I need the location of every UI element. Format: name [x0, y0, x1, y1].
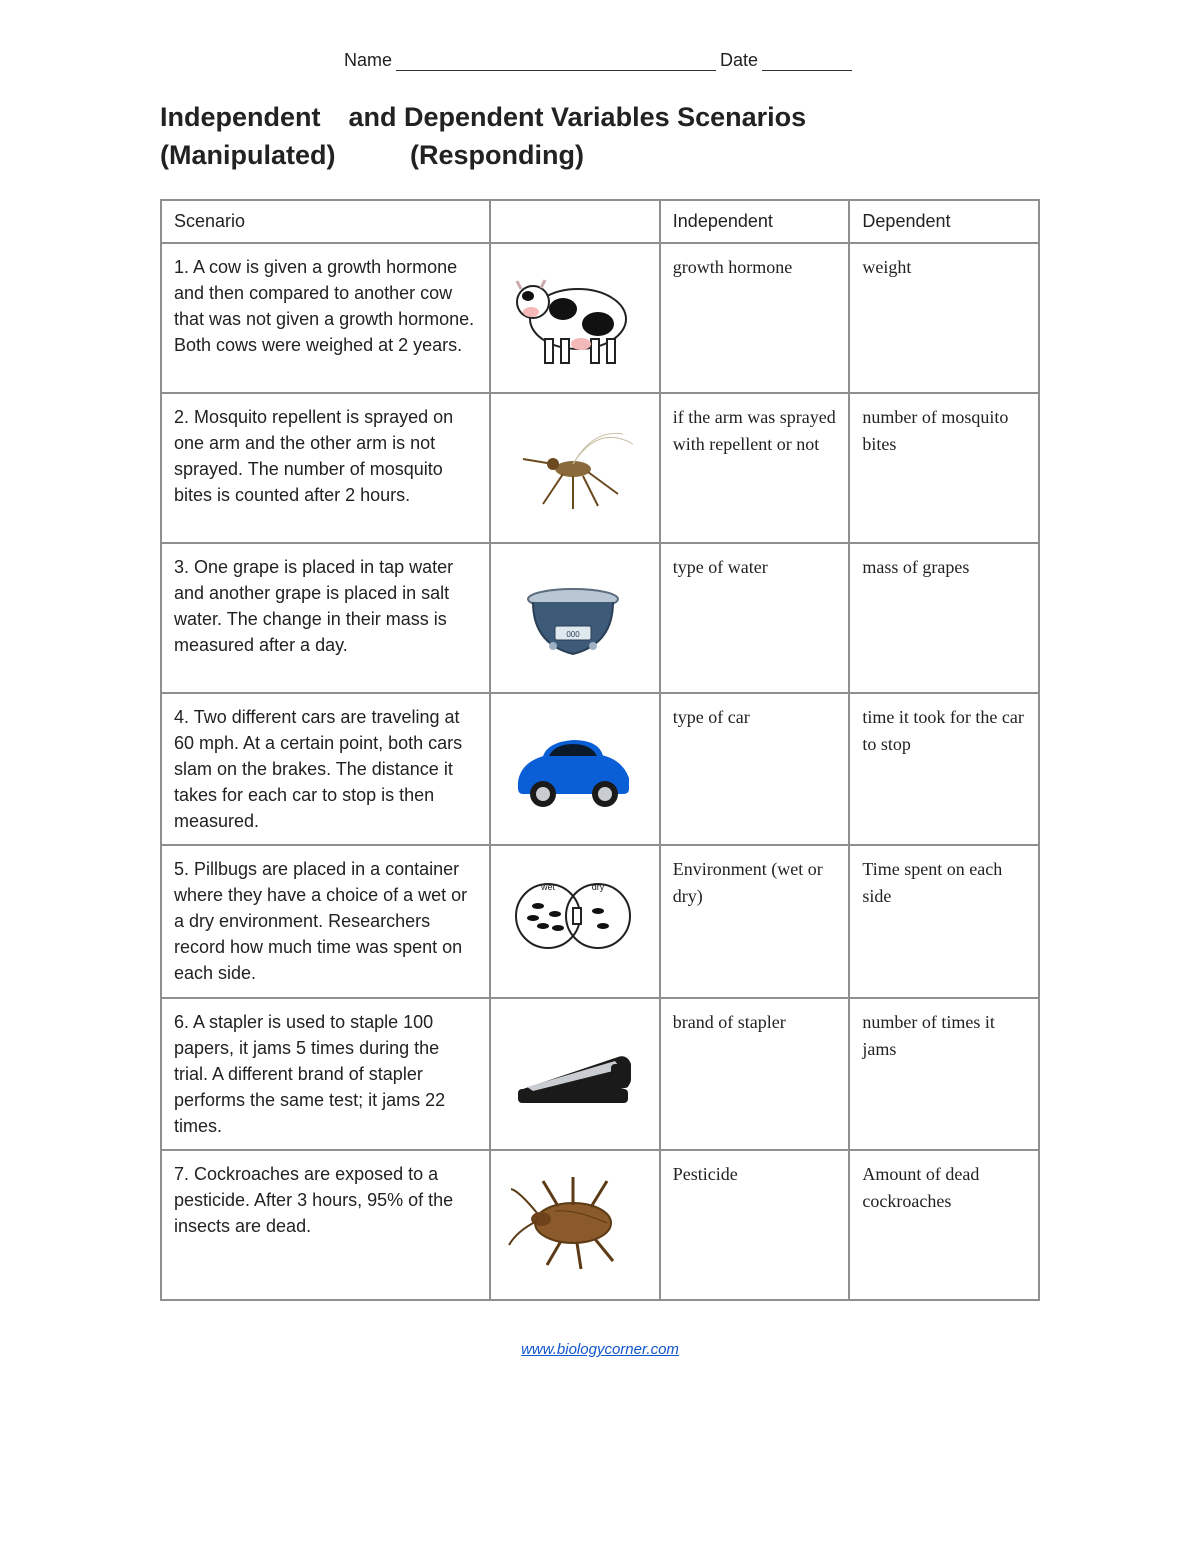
choice-chamber-icon: wet dry [503, 856, 643, 976]
dependent-answer: Amount of dead cockroaches [849, 1150, 1039, 1300]
date-label: Date [720, 50, 758, 70]
table-row: 1. A cow is given a growth hormone and t… [161, 243, 1039, 393]
scenario-text: 6. A stapler is used to staple 100 paper… [161, 998, 490, 1150]
table-row: 2. Mosquito repellent is sprayed on one … [161, 393, 1039, 543]
scenario-text: 7. Cockroaches are exposed to a pesticid… [161, 1150, 490, 1300]
scenarios-table: Scenario Independent Dependent 1. A cow … [160, 199, 1040, 1301]
scenario-image-cell [490, 998, 660, 1150]
table-row: 4. Two different cars are traveling at 6… [161, 693, 1039, 845]
name-blank[interactable] [396, 70, 716, 71]
svg-text:dry: dry [592, 882, 605, 892]
scenario-text: 3. One grape is placed in tap water and … [161, 543, 490, 693]
scenario-text: 5. Pillbugs are placed in a container wh… [161, 845, 490, 997]
col-image [490, 200, 660, 243]
scenario-image-cell [490, 1150, 660, 1300]
stapler-icon [503, 1009, 643, 1129]
footer: www.biologycorner.com [160, 1341, 1040, 1358]
independent-answer: type of water [660, 543, 850, 693]
independent-answer: if the arm was sprayed with repellent or… [660, 393, 850, 543]
scale-icon: 000 [503, 554, 643, 674]
page-title: Independent and Dependent Variables Scena… [160, 99, 1040, 175]
cow-icon [503, 254, 643, 374]
subtitle-manipulated: (Manipulated) [160, 137, 410, 175]
date-blank[interactable] [762, 70, 852, 71]
svg-text:wet: wet [540, 882, 556, 892]
dependent-answer: number of mosquito bites [849, 393, 1039, 543]
name-label: Name [344, 50, 392, 70]
source-link[interactable]: www.biologycorner.com [521, 1341, 679, 1358]
dependent-answer: number of times it jams [849, 998, 1039, 1150]
dependent-answer: Time spent on each side [849, 845, 1039, 997]
dependent-answer: mass of grapes [849, 543, 1039, 693]
col-dependent: Dependent [849, 200, 1039, 243]
scenario-image-cell [490, 393, 660, 543]
table-header-row: Scenario Independent Dependent [161, 200, 1039, 243]
scenario-text: 4. Two different cars are traveling at 6… [161, 693, 490, 845]
independent-answer: growth hormone [660, 243, 850, 393]
table-row: 3. One grape is placed in tap water and … [161, 543, 1039, 693]
cockroach-icon [503, 1161, 643, 1281]
title-rest: and Dependent Variables Scenarios [349, 102, 807, 132]
col-scenario: Scenario [161, 200, 490, 243]
independent-answer: type of car [660, 693, 850, 845]
scenario-text: 2. Mosquito repellent is sprayed on one … [161, 393, 490, 543]
dependent-answer: time it took for the car to stop [849, 693, 1039, 845]
svg-text:000: 000 [566, 630, 580, 639]
dependent-answer: weight [849, 243, 1039, 393]
header-fields: Name Date [160, 50, 1040, 71]
table-row: 6. A stapler is used to staple 100 paper… [161, 998, 1039, 1150]
scenario-image-cell: wet dry [490, 845, 660, 997]
subtitle-responding: (Responding) [410, 140, 584, 170]
independent-answer: Environment (wet or dry) [660, 845, 850, 997]
scenario-image-cell [490, 693, 660, 845]
mosquito-icon [503, 404, 643, 524]
independent-answer: Pesticide [660, 1150, 850, 1300]
col-independent: Independent [660, 200, 850, 243]
table-row: 5. Pillbugs are placed in a container wh… [161, 845, 1039, 997]
table-row: 7. Cockroaches are exposed to a pesticid… [161, 1150, 1039, 1300]
independent-answer: brand of stapler [660, 998, 850, 1150]
scenario-text: 1. A cow is given a growth hormone and t… [161, 243, 490, 393]
car-icon [503, 704, 643, 824]
title-word-independent: Independent [160, 102, 321, 132]
scenario-image-cell [490, 243, 660, 393]
scenario-image-cell: 000 [490, 543, 660, 693]
